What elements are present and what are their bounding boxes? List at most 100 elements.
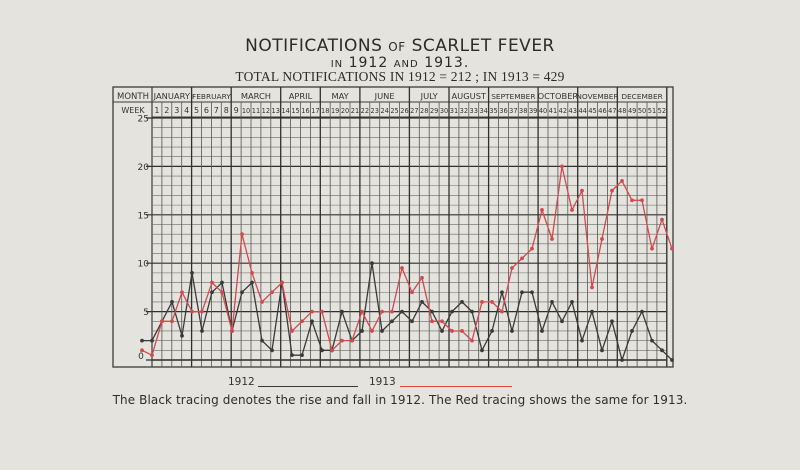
data-point bbox=[490, 329, 494, 333]
data-point bbox=[550, 300, 554, 304]
data-point bbox=[140, 348, 144, 353]
data-point bbox=[250, 270, 254, 275]
data-point bbox=[650, 246, 654, 251]
data-point bbox=[570, 300, 574, 304]
data-point bbox=[550, 237, 554, 241]
data-point bbox=[240, 232, 244, 237]
data-point bbox=[430, 319, 434, 324]
data-point bbox=[490, 300, 494, 304]
data-point bbox=[160, 319, 164, 324]
data-point bbox=[610, 188, 614, 193]
data-point bbox=[190, 270, 194, 275]
title-word-notifications: NOTIFICATIONS bbox=[245, 36, 383, 56]
data-point bbox=[200, 309, 204, 314]
week-number-29: 29 bbox=[430, 107, 438, 115]
data-point bbox=[310, 319, 314, 324]
y-tick-15: 15 bbox=[138, 211, 149, 221]
week-number-4: 4 bbox=[184, 106, 189, 115]
data-point bbox=[530, 290, 534, 295]
data-point bbox=[140, 338, 144, 343]
data-point bbox=[200, 329, 204, 333]
month-label-november: NOVEMBER bbox=[576, 92, 618, 101]
week-number-8: 8 bbox=[224, 106, 229, 115]
data-point bbox=[460, 329, 464, 333]
data-point bbox=[500, 290, 504, 295]
week-number-9: 9 bbox=[234, 106, 239, 115]
subtitle-in: IN bbox=[330, 59, 344, 70]
week-header-label: WEEK bbox=[121, 106, 145, 115]
month-label-june: JUNE bbox=[374, 91, 395, 101]
chart-subtitle: IN 1912 AND 1913. bbox=[0, 55, 800, 71]
week-number-3: 3 bbox=[174, 106, 179, 115]
week-number-18: 18 bbox=[321, 107, 329, 115]
week-number-24: 24 bbox=[380, 107, 388, 115]
week-number-1: 1 bbox=[154, 106, 159, 115]
week-number-23: 23 bbox=[371, 107, 379, 115]
data-point bbox=[630, 198, 634, 203]
month-label-april: APRIL bbox=[289, 91, 313, 101]
month-label-july: JULY bbox=[420, 91, 439, 101]
week-number-17: 17 bbox=[311, 107, 319, 115]
data-point bbox=[410, 319, 414, 324]
data-point bbox=[560, 164, 564, 169]
data-point bbox=[220, 280, 224, 285]
data-point bbox=[310, 309, 314, 314]
week-number-2: 2 bbox=[164, 106, 169, 115]
gridlines bbox=[146, 87, 668, 367]
week-number-25: 25 bbox=[390, 107, 398, 115]
week-number-21: 21 bbox=[351, 107, 359, 115]
data-point bbox=[640, 309, 644, 314]
week-number-26: 26 bbox=[400, 107, 408, 115]
week-number-15: 15 bbox=[291, 107, 299, 115]
data-point bbox=[660, 348, 664, 353]
week-number-48: 48 bbox=[618, 107, 626, 115]
data-point bbox=[250, 280, 254, 285]
data-point bbox=[380, 309, 384, 314]
week-number-33: 33 bbox=[470, 107, 478, 115]
week-number-34: 34 bbox=[479, 107, 487, 115]
data-point bbox=[210, 280, 214, 285]
week-number-7: 7 bbox=[214, 106, 219, 115]
month-header-label: MONTH bbox=[117, 92, 149, 102]
data-point bbox=[210, 290, 214, 295]
data-point bbox=[630, 329, 634, 333]
series-1913 bbox=[140, 164, 674, 358]
data-point bbox=[240, 290, 244, 295]
data-point bbox=[230, 329, 234, 333]
month-label-september: SEPTEMBER bbox=[491, 92, 535, 101]
data-point bbox=[600, 348, 604, 353]
data-point bbox=[520, 290, 524, 295]
data-point bbox=[650, 338, 654, 343]
month-label-january: JANUARY bbox=[153, 91, 191, 101]
month-label-august: AUGUST bbox=[452, 91, 488, 101]
title-word-of: OF bbox=[388, 40, 406, 54]
data-point bbox=[420, 300, 424, 304]
data-point bbox=[670, 358, 674, 362]
data-point bbox=[370, 261, 374, 266]
week-number-30: 30 bbox=[440, 107, 448, 115]
data-point bbox=[360, 309, 364, 314]
data-point bbox=[180, 333, 184, 338]
week-number-22: 22 bbox=[361, 107, 369, 115]
data-point bbox=[270, 290, 274, 295]
data-point bbox=[360, 329, 364, 333]
data-point bbox=[300, 319, 304, 324]
data-point bbox=[290, 329, 294, 333]
data-point bbox=[440, 329, 444, 333]
week-number-32: 32 bbox=[460, 107, 468, 115]
month-label-may: MAY bbox=[331, 91, 349, 101]
data-point bbox=[610, 319, 614, 324]
week-number-44: 44 bbox=[578, 107, 586, 115]
data-point bbox=[450, 309, 454, 314]
y-tick-20: 20 bbox=[138, 163, 150, 173]
data-point bbox=[520, 256, 524, 261]
data-point bbox=[660, 217, 664, 222]
week-number-52: 52 bbox=[658, 107, 666, 115]
week-number-46: 46 bbox=[598, 107, 606, 115]
week-number-43: 43 bbox=[569, 107, 577, 115]
data-point bbox=[350, 338, 354, 343]
data-point bbox=[560, 319, 564, 324]
y-tick-5: 5 bbox=[143, 308, 149, 318]
y-tick-25: 25 bbox=[138, 115, 149, 125]
data-point bbox=[400, 266, 404, 270]
